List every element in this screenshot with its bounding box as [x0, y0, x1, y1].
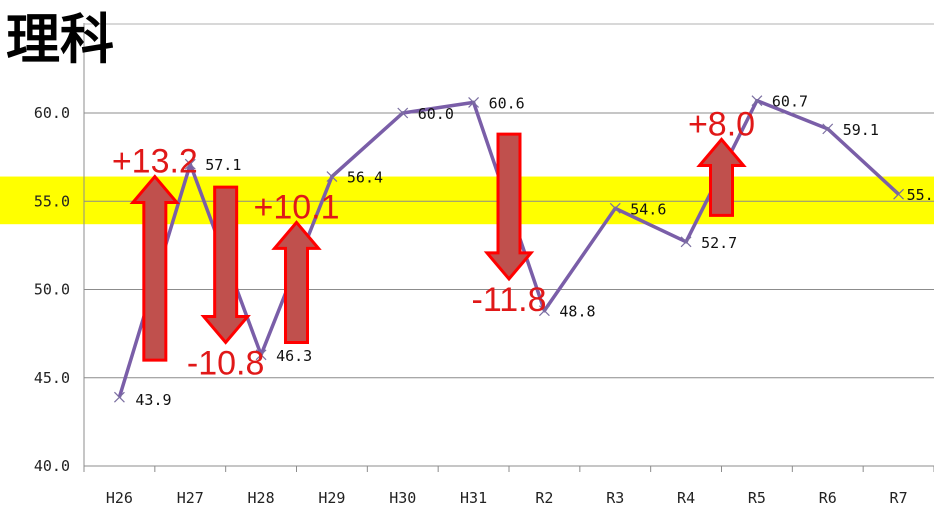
decrease-arrow — [200, 185, 251, 345]
data-point-marker — [822, 123, 834, 135]
data-label: 56.4 — [347, 169, 383, 187]
increase-arrow — [129, 174, 181, 362]
data-point-marker — [326, 171, 338, 182]
x-tick-label: H30 — [389, 489, 416, 507]
data-point-marker — [751, 95, 763, 107]
data-label: 55.4 — [907, 186, 934, 204]
data-label: 43.9 — [135, 391, 171, 409]
data-point-marker — [468, 96, 480, 108]
x-tick-label: R2 — [535, 489, 553, 507]
decrease-arrow — [483, 132, 535, 282]
y-tick-label: 60.0 — [34, 104, 70, 122]
x-tick-label: H28 — [248, 489, 275, 507]
data-label: 52.7 — [701, 234, 737, 252]
data-label: 60.7 — [772, 93, 808, 111]
x-tick-label: H31 — [460, 489, 487, 507]
data-point-marker — [609, 202, 621, 214]
data-label: 59.1 — [843, 121, 879, 139]
data-point-marker — [680, 236, 692, 248]
data-label: 57.1 — [205, 156, 241, 174]
change-annotation: -11.8 — [472, 281, 547, 319]
change-annotation: +10.1 — [253, 188, 339, 226]
x-tick-label: R6 — [819, 489, 837, 507]
x-tick-label: H26 — [106, 489, 133, 507]
data-label: 54.6 — [630, 200, 666, 218]
data-point-marker — [397, 107, 409, 119]
data-label: 60.0 — [418, 105, 454, 123]
data-label: 48.8 — [559, 303, 595, 321]
y-tick-label: 50.0 — [34, 281, 70, 299]
y-tick-label: 55.0 — [34, 192, 70, 210]
x-tick-label: R5 — [748, 489, 766, 507]
x-tick-label: R7 — [890, 489, 908, 507]
data-label: 46.3 — [276, 347, 312, 365]
data-label: 60.6 — [489, 94, 525, 112]
y-tick-label: 40.0 — [34, 457, 70, 475]
x-tick-label: R4 — [677, 489, 695, 507]
increase-arrow — [696, 137, 747, 217]
data-point-marker — [255, 349, 267, 361]
data-point-marker — [893, 188, 905, 200]
data-point-marker — [538, 305, 550, 317]
y-tick-label: 45.0 — [34, 369, 70, 387]
x-tick-label: R3 — [606, 489, 624, 507]
chart-title: 理科 — [6, 8, 114, 71]
data-point-marker — [113, 391, 125, 403]
increase-arrow — [271, 220, 322, 344]
x-tick-label: H27 — [177, 489, 204, 507]
change-annotation: +8.0 — [688, 105, 755, 143]
x-tick-label: H29 — [318, 489, 345, 507]
data-point-marker — [184, 158, 196, 170]
change-annotation: +13.2 — [112, 143, 198, 181]
change-annotation: -10.8 — [187, 344, 265, 382]
